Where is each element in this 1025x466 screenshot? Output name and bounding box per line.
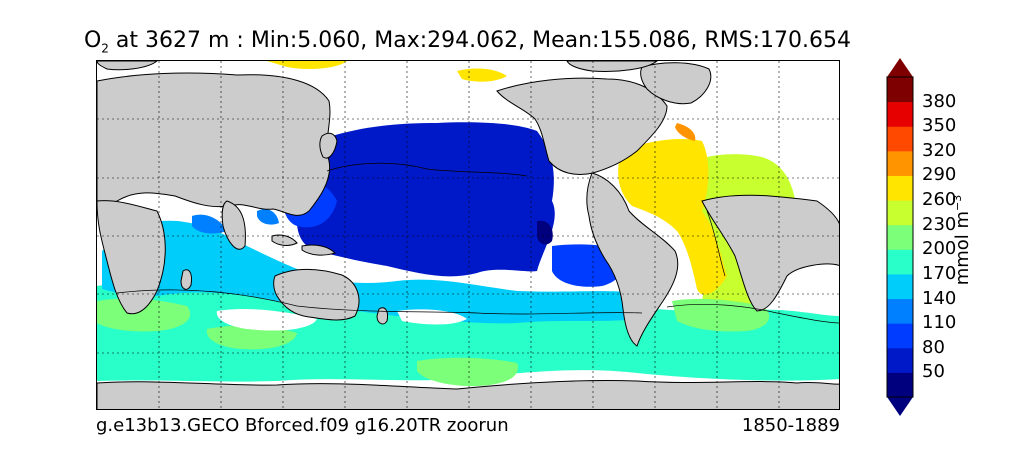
- pacific-low-oxygen: [297, 122, 555, 277]
- eurasia: [97, 72, 331, 216]
- north-atlantic-yellow: [618, 139, 727, 295]
- southern-green-indian: [206, 325, 297, 350]
- colorbar-tick-label: 260: [922, 189, 957, 211]
- greenland: [640, 62, 712, 105]
- colorbar-tick-label: 50: [922, 361, 945, 383]
- bay-bengal-patch: [257, 209, 279, 225]
- period-label: 1850-1889: [741, 415, 840, 436]
- madagascar: [180, 269, 192, 290]
- labrador-orange: [675, 123, 696, 141]
- contour-line: [706, 210, 726, 277]
- land-masses: [97, 61, 839, 409]
- contour-line: [326, 162, 528, 177]
- title-subscript: 2: [101, 41, 109, 56]
- australia: [273, 268, 360, 321]
- colorbar-swatches: [887, 77, 913, 398]
- colorbar-extend-top: [887, 58, 913, 77]
- colorbar-tick-label: 230: [922, 213, 957, 235]
- southern-ocean-band: [97, 282, 839, 382]
- colorbar-tick-label: 110: [922, 312, 957, 334]
- contour-lines: [116, 162, 839, 324]
- india: [221, 200, 246, 250]
- colorbar-band: [887, 126, 913, 152]
- title-text: at 3627 m : Min:5.060, Max:294.062, Mean…: [108, 28, 852, 53]
- north-america: [496, 77, 668, 175]
- colorbar-extend-bottom: [887, 397, 913, 416]
- colorbar-tick-label: 170: [922, 262, 957, 284]
- colorbar-tick-label: 140: [922, 287, 957, 309]
- units-exponent: −3: [951, 194, 964, 211]
- map-grid: [97, 61, 839, 409]
- svalbard: [97, 61, 158, 71]
- ocean-map: [96, 60, 840, 410]
- title-variable: O: [83, 28, 102, 53]
- new-guinea: [301, 244, 336, 256]
- arctic-yellow-2: [267, 61, 347, 69]
- colorbar-tick-label: 200: [922, 238, 957, 260]
- colorbar-band: [887, 273, 913, 300]
- colorbar-band: [887, 77, 913, 103]
- plot-title: O2 at 3627 m : Min:5.060, Max:294.062, M…: [0, 28, 935, 55]
- colorbar-tick-label: 290: [922, 164, 957, 186]
- southern-green-patch: [417, 357, 518, 387]
- missing-gap-south: [216, 308, 317, 331]
- colorbar-units: mmol m−3: [951, 195, 973, 286]
- pacific-core: [537, 220, 553, 245]
- africa: [97, 200, 166, 315]
- colorbar-tick-label: 380: [922, 90, 957, 112]
- contour-line: [116, 289, 643, 315]
- indian-blue-patch: [192, 214, 227, 234]
- colorbar-tick-label: 350: [922, 115, 957, 137]
- colorbar-tick-label: 80: [922, 336, 945, 358]
- indonesia: [271, 234, 298, 246]
- map-canvas: [97, 61, 839, 409]
- antarctica: [97, 379, 839, 409]
- colorbar-band: [887, 323, 913, 349]
- southern-green-west: [97, 298, 191, 332]
- colorbar-band: [887, 150, 913, 176]
- colorbar-band: [887, 200, 913, 226]
- new-zealand: [376, 307, 388, 325]
- missing-gap-pacific: [397, 309, 467, 325]
- colorbar-frame: [886, 76, 914, 398]
- run-name-label: g.e13b13.GECO Bforced.f09 g16.20TR zooru…: [96, 415, 509, 436]
- japan: [319, 132, 338, 159]
- arctic-yellow: [457, 68, 507, 82]
- colorbar-band: [887, 175, 913, 201]
- colorbar-band: [887, 372, 913, 398]
- africa-east: [701, 194, 839, 312]
- units-text: mmol m: [952, 210, 973, 286]
- arctic-islands: [566, 61, 658, 72]
- colorbar-band: [887, 347, 913, 373]
- contour-line: [666, 304, 839, 324]
- colorbar-band: [887, 298, 913, 324]
- colorbar: [886, 58, 914, 416]
- colorbar-band: [887, 224, 913, 250]
- colorbar-band: [887, 249, 913, 275]
- colorbar-tick-label: 320: [922, 139, 957, 161]
- colorbar-band: [887, 101, 913, 127]
